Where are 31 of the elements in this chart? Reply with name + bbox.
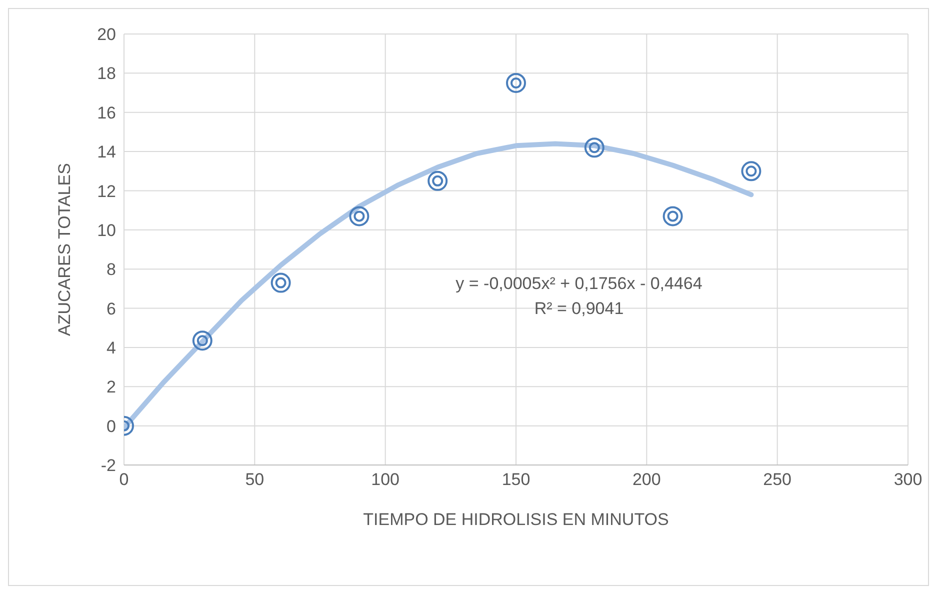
x-tick-label: 0 (119, 470, 129, 490)
point (270, 272, 291, 293)
y-tick-label: 8 (106, 260, 116, 280)
x-tick-label: 50 (245, 470, 264, 490)
point (584, 138, 604, 158)
point (741, 161, 762, 182)
point (428, 170, 448, 191)
y-tick-label: 20 (97, 25, 116, 44)
x-tick-label: 200 (632, 470, 661, 490)
point (662, 206, 683, 226)
point (349, 206, 370, 226)
x-tick-label: 250 (763, 470, 792, 490)
y-axis-title: AZUCARES TOTALES (55, 163, 74, 336)
x-tick-label: 300 (894, 470, 922, 490)
y-tick-label: 4 (106, 338, 116, 358)
y-tick-label: 18 (97, 64, 116, 84)
y-tick-label: 14 (97, 142, 116, 162)
x-axis-title: TIEMPO DE HIDROLISIS EN MINUTOS (363, 510, 669, 529)
annotation: R² = 0,9041 (533, 298, 625, 320)
x-tick-label: 100 (371, 470, 400, 490)
y-tick-label: 0 (106, 416, 116, 436)
y-tick-label: -2 (100, 456, 116, 476)
point (506, 72, 526, 93)
point (192, 330, 212, 351)
y-tick-label: 12 (97, 182, 116, 201)
x-tick-label: 150 (502, 470, 530, 490)
annotation: y = -0,0005x² + 0,1756x - 0,4464 (454, 273, 704, 295)
y-tick-label: 16 (97, 103, 116, 122)
y-tick-label: 10 (97, 220, 116, 240)
y-tick-label: 2 (106, 378, 116, 397)
y-tick-label: 6 (106, 299, 116, 318)
